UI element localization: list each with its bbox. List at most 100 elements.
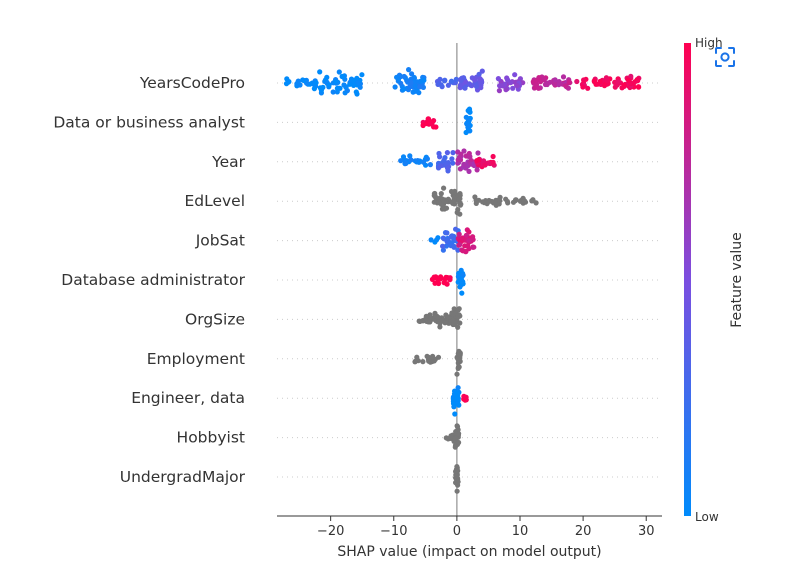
shap-point (580, 84, 586, 90)
shap-point (284, 76, 290, 82)
shap-point (521, 198, 527, 204)
shap-point (475, 150, 481, 156)
shap-point (560, 74, 567, 80)
shap-point (459, 235, 465, 241)
shap-point (438, 191, 444, 197)
shap-point (530, 197, 536, 203)
shap-point (466, 81, 472, 87)
shap-point (505, 77, 511, 83)
shap-point (444, 165, 451, 171)
feature-label: Database administrator (61, 271, 245, 289)
feature-label: YearsCodePro (139, 74, 245, 92)
shap-point (591, 78, 597, 84)
shap-point (341, 82, 347, 88)
shap-point (455, 247, 461, 253)
feature-label: Employment (147, 350, 245, 368)
shap-point (463, 232, 469, 238)
shap-point (474, 158, 480, 164)
colorbar: High Low Feature value (684, 36, 745, 524)
shap-point (435, 354, 442, 360)
shap-point (350, 77, 357, 83)
x-ticks: −20 −10 0 10 20 30 (317, 516, 655, 539)
shap-point (431, 199, 437, 205)
shap-point (456, 439, 462, 446)
shap-point (414, 354, 420, 360)
shap-point (401, 73, 407, 80)
shap-point (408, 157, 414, 163)
shap-point (467, 154, 473, 160)
shap-point (435, 314, 441, 320)
shap-point (318, 87, 324, 93)
data-points (283, 67, 642, 494)
feature-label: JobSat (195, 232, 245, 250)
shap-point (438, 163, 444, 169)
shap-point (450, 317, 456, 323)
shap-point (311, 86, 317, 92)
shap-point (426, 358, 432, 364)
shap-point (457, 242, 463, 248)
shap-point (448, 78, 455, 84)
colorbar-low-label: Low (695, 510, 719, 524)
focus-zoom-button[interactable] (712, 44, 738, 70)
shap-point (455, 324, 461, 330)
shap-point (400, 154, 407, 160)
shap-point (449, 156, 455, 162)
shap-point (480, 199, 486, 205)
shap-point (424, 156, 430, 162)
shap-point (295, 78, 301, 84)
shap-point (416, 159, 422, 165)
shap-point (456, 364, 462, 370)
shap-point (458, 78, 464, 84)
shap-point (417, 84, 423, 90)
shap-point (451, 198, 457, 204)
shap-point (326, 82, 332, 88)
shap-point (597, 78, 603, 85)
shap-point (453, 226, 459, 232)
shap-point (400, 87, 406, 93)
shap-point (333, 78, 339, 85)
shap-point (450, 150, 456, 156)
shap-point (444, 230, 450, 236)
shap-point (536, 75, 542, 81)
shap-point (466, 168, 472, 174)
shap-point (536, 85, 542, 91)
shap-point (440, 235, 446, 241)
shap-point (479, 68, 485, 74)
shap-point (447, 434, 454, 440)
shap-point (541, 77, 547, 83)
shap-point (455, 307, 461, 313)
shap-point (461, 162, 467, 168)
shap-point (458, 276, 464, 282)
shap-point (442, 77, 448, 83)
shap-point (473, 197, 479, 203)
shap-point (454, 473, 460, 479)
shap-point (427, 162, 433, 168)
shap-point (451, 243, 457, 249)
shap-point (456, 231, 462, 237)
shap-point (472, 77, 478, 83)
x-tick-label: 10 (512, 524, 529, 539)
shap-point (440, 247, 446, 253)
feature-label: EdLevel (184, 192, 245, 210)
shap-point (407, 153, 413, 159)
shap-point (450, 311, 456, 317)
shap-point (453, 435, 459, 441)
x-tick-label: 30 (638, 524, 655, 539)
shap-point (423, 313, 429, 319)
shap-point (413, 84, 419, 90)
shap-point (495, 76, 501, 82)
shap-point (421, 77, 427, 83)
shap-point (412, 88, 419, 94)
shap-point (324, 74, 330, 80)
shap-point (433, 124, 439, 130)
shap-point (628, 73, 634, 79)
shap-point (454, 488, 460, 494)
shap-point (448, 233, 454, 240)
colorbar-gradient (684, 43, 691, 516)
shap-point (621, 82, 627, 88)
shap-point (336, 85, 342, 91)
shap-point (420, 122, 426, 129)
shap-point (441, 185, 447, 191)
shap-point (457, 320, 463, 326)
shap-point (425, 116, 431, 122)
